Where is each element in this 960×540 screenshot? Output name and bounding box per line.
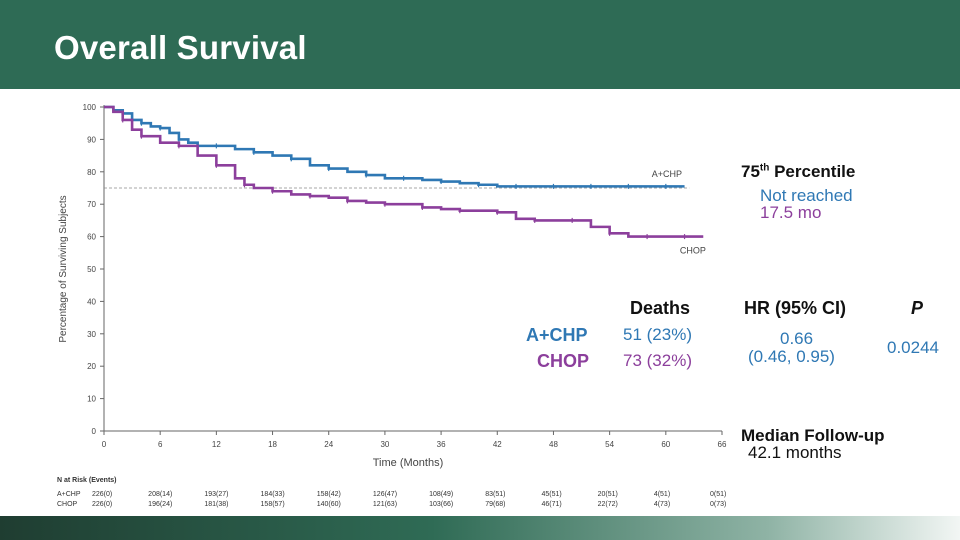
- x-tick-label: 42: [493, 440, 502, 449]
- hr-header: HR (95% CI): [744, 298, 847, 318]
- chart-curves: [104, 105, 704, 240]
- percentile-title-sup: th: [759, 162, 770, 174]
- median-followup-value: 42.1 months: [748, 443, 842, 462]
- y-tick-label: 0: [92, 427, 97, 436]
- y-tick-label: 40: [87, 297, 96, 306]
- x-tick-label: 48: [549, 440, 558, 449]
- survival-chart: 0 10 20 30 40 50 60 70 80 90 100 0 6 12 18 24 30 36 42 48 54…: [58, 103, 727, 469]
- row-chop-deaths: 73 (32%): [623, 351, 692, 370]
- y-tick-label: 90: [87, 135, 96, 144]
- chart-axes: 0 10 20 30 40 50 60 70 80 90 100 0 6 12 18 24 30 36 42 48 54…: [58, 103, 727, 469]
- x-tick-label: 6: [158, 440, 163, 449]
- row-a-chp-name: A+CHP: [526, 325, 588, 345]
- x-axis-label: Time (Months): [373, 457, 444, 469]
- curve-a-chp: [104, 105, 685, 188]
- y-tick-label: 70: [87, 200, 96, 209]
- y-tick-label: 10: [87, 395, 96, 404]
- x-tick-label: 54: [605, 440, 614, 449]
- percentile-a-chp: Not reached: [760, 186, 853, 205]
- y-tick-label: 80: [87, 168, 96, 177]
- slide-title: Overall Survival: [54, 29, 307, 66]
- hr-ci: (0.46, 0.95): [748, 347, 835, 366]
- y-tick-label: 20: [87, 362, 96, 371]
- p-header: P: [911, 298, 924, 318]
- chart-labels: A+CHP CHOP: [652, 169, 706, 256]
- slide-footer-bar: [0, 516, 960, 540]
- x-tick-label: 60: [661, 440, 670, 449]
- y-tick-label: 30: [87, 330, 96, 339]
- curve-label-a-chp: A+CHP: [652, 169, 682, 179]
- curve-chop: [104, 105, 704, 238]
- x-tick-label: 66: [718, 440, 727, 449]
- x-tick-label: 12: [212, 440, 221, 449]
- x-tick-label: 36: [437, 440, 446, 449]
- p-value: 0.0244: [887, 338, 939, 357]
- x-tick-label: 24: [324, 440, 333, 449]
- y-axis-label: Percentage of Surviving Subjects: [58, 195, 69, 342]
- percentile-title-suffix: Percentile: [769, 162, 856, 181]
- x-tick-label: 18: [268, 440, 277, 449]
- x-tick-label: 0: [102, 440, 107, 449]
- y-tick-label: 50: [87, 265, 96, 274]
- row-a-chp-deaths: 51 (23%): [623, 325, 692, 344]
- deaths-header: Deaths: [630, 298, 691, 318]
- slide-header: Overall Survival: [0, 0, 960, 89]
- y-tick-label: 60: [87, 233, 96, 242]
- y-tick-label: 100: [83, 103, 97, 112]
- curve-label-chop: CHOP: [680, 246, 706, 256]
- x-tick-label: 30: [380, 440, 389, 449]
- percentile-title-num: 75: [741, 162, 760, 181]
- row-chop-name: CHOP: [537, 351, 590, 371]
- hr-value: 0.66: [780, 329, 814, 348]
- percentile-title: 75th Percentile: [741, 162, 855, 182]
- median-followup-label: Median Follow-up: [741, 426, 885, 445]
- percentile-chop: 17.5 mo: [760, 203, 822, 222]
